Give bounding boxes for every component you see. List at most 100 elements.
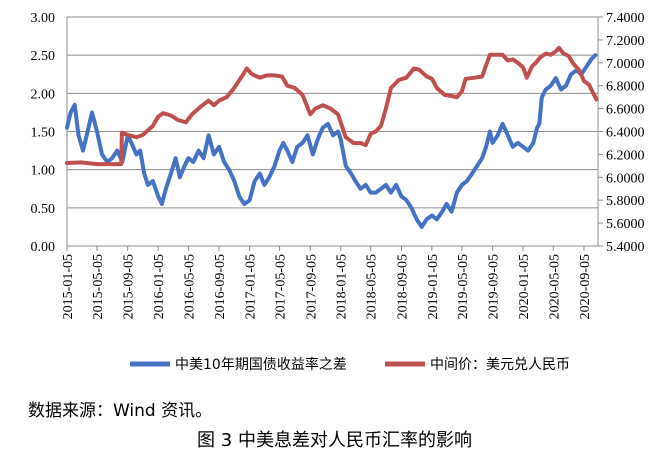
left-axis: 0.00 0.50 1.00 1.50 2.00 2.50 3.00 — [31, 11, 56, 255]
data-point-usdcny — [493, 53, 497, 57]
data-point-usdcny — [443, 93, 447, 97]
data-point-spread — [593, 53, 597, 57]
data-point-spread — [549, 84, 553, 88]
right-tick-label: 7.4000 — [606, 11, 645, 26]
data-point-spread — [174, 156, 178, 160]
data-point-spread — [227, 168, 231, 172]
data-point-spread — [207, 133, 211, 137]
data-point-spread — [278, 149, 281, 153]
data-point-usdcny — [308, 112, 312, 116]
data-point-spread — [369, 191, 373, 195]
x-tick-label: 2019-09-05 — [487, 254, 502, 319]
data-point-spread — [336, 130, 340, 133]
data-point-spread — [222, 160, 226, 164]
x-tick-label: 2016-01-05 — [152, 254, 167, 319]
data-point-spread — [77, 133, 80, 137]
data-point-spread — [420, 225, 424, 229]
right-tick-label: 6.0000 — [606, 171, 645, 186]
data-point-usdcny — [464, 77, 468, 81]
data-point-usdcny — [184, 120, 188, 124]
data-point-spread — [69, 110, 73, 114]
data-point-usdcny — [169, 114, 173, 117]
data-point-spread — [379, 187, 383, 191]
data-point-usdcny — [321, 103, 325, 107]
left-tick-label: 3.00 — [31, 11, 56, 26]
data-point-usdcny — [207, 99, 211, 103]
data-point-usdcny — [389, 86, 393, 90]
data-point-spread — [191, 160, 195, 164]
data-point-spread — [160, 202, 164, 206]
data-point-usdcny — [484, 63, 488, 67]
data-point-usdcny — [231, 87, 235, 91]
data-point-spread — [544, 88, 548, 91]
data-point-spread — [129, 141, 133, 145]
data-point-spread — [374, 191, 378, 195]
data-point-spread — [73, 103, 77, 107]
x-tick-label: 2020-05-05 — [547, 254, 562, 319]
data-point-usdcny — [313, 107, 317, 111]
data-point-usdcny — [577, 68, 581, 72]
data-point-usdcny — [265, 73, 269, 77]
data-point-usdcny — [225, 95, 229, 99]
data-point-usdcny — [79, 160, 83, 164]
left-tick-label: 0.50 — [31, 202, 56, 217]
data-point-usdcny — [587, 83, 591, 87]
legend: 中美10年期国债收益率之差 中间价：美元兑人民币 — [130, 356, 570, 373]
data-point-spread — [480, 156, 484, 160]
data-point-spread — [349, 172, 353, 175]
data-point-spread — [384, 183, 388, 187]
data-point-spread — [506, 133, 510, 137]
data-point-usdcny — [595, 97, 598, 101]
data-point-spread — [445, 202, 449, 206]
data-point-spread — [554, 76, 558, 80]
data-point-spread — [183, 164, 187, 168]
data-point-spread — [470, 172, 474, 175]
data-point-usdcny — [250, 72, 254, 76]
data-point-spread — [142, 172, 146, 175]
right-tick-label: 6.6000 — [606, 103, 645, 118]
data-point-spread — [488, 130, 492, 133]
figure-caption: 图 3 中美息差对人民币汇率的影响 — [197, 430, 472, 451]
x-tick-label: 2018-01-05 — [335, 254, 350, 319]
data-point-usdcny — [480, 75, 484, 78]
data-point-spread — [316, 137, 320, 141]
data-point-usdcny — [425, 75, 429, 78]
data-point-usdcny — [176, 118, 180, 122]
data-point-usdcny — [161, 111, 165, 115]
data-point-spread — [267, 175, 271, 179]
data-point-spread — [559, 88, 563, 91]
data-point-usdcny — [435, 86, 439, 90]
x-tick-label: 2020-01-05 — [517, 254, 532, 319]
data-point-usdcny — [455, 95, 459, 99]
data-point-spread — [81, 149, 85, 153]
data-point-spread — [242, 202, 246, 206]
data-point-spread — [115, 149, 119, 153]
x-tick-label: 2016-09-05 — [213, 254, 228, 319]
data-point-usdcny — [511, 57, 515, 61]
gridlines — [67, 16, 598, 247]
data-point-usdcny — [65, 161, 69, 165]
x-tick-label: 2018-05-05 — [365, 254, 380, 319]
data-point-usdcny — [567, 54, 570, 58]
series-line-spread — [65, 53, 598, 229]
data-point-spread — [484, 145, 488, 149]
data-point-usdcny — [285, 84, 289, 88]
data-point-spread — [496, 133, 500, 137]
right-tick-label: 7.0000 — [606, 57, 645, 72]
data-point-usdcny — [572, 62, 575, 66]
left-tick-label: 2.50 — [31, 49, 56, 64]
data-point-spread — [178, 175, 182, 179]
x-tick-label: 2018-09-05 — [395, 254, 410, 319]
data-point-usdcny — [199, 104, 203, 108]
data-point-spread — [295, 145, 299, 149]
right-tick-label: 5.6000 — [606, 217, 645, 232]
x-tick-label: 2016-05-05 — [182, 254, 197, 319]
x-tick-label: 2015-09-05 — [122, 254, 137, 319]
data-point-spread — [87, 126, 90, 130]
data-point-spread — [535, 126, 539, 130]
data-point-usdcny — [374, 130, 378, 133]
data-point-usdcny — [344, 135, 348, 139]
data-point-spread — [164, 187, 168, 191]
data-point-usdcny — [539, 55, 543, 59]
data-point-usdcny — [417, 68, 421, 72]
